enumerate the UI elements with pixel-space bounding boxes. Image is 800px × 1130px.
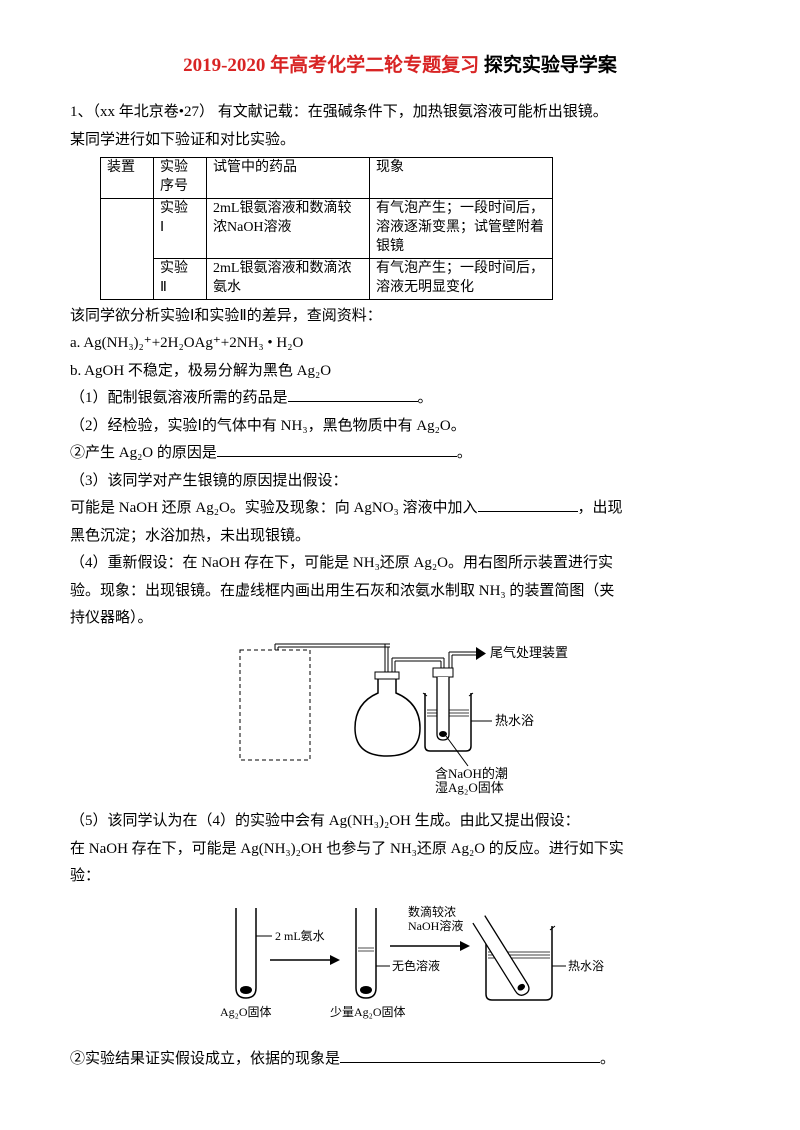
cell-r1-reagent: 2mL银氨溶液和数滴较浓NaOH溶液 — [207, 199, 370, 259]
q1-blank — [288, 386, 418, 402]
q1-text: （1）配制银氨溶液所需的药品是 — [70, 390, 288, 406]
fig2-solid2: 少量Ag₂O固体 — [330, 1005, 406, 1019]
figure-1-svg: 尾气处理装置 热水浴 含NaOH的潮 湿Ag₂O固体 — [220, 638, 580, 798]
figure-1: 尾气处理装置 热水浴 含NaOH的潮 湿Ag₂O固体 — [70, 638, 730, 808]
q1-end: 。 — [418, 390, 433, 406]
q2b-end: 。 — [457, 445, 472, 461]
fig2-colorless: 无色溶液 — [392, 958, 440, 973]
fig1-gas-label: 尾气处理装置 — [490, 645, 568, 660]
fig1-solid-l2: 湿Ag₂O固体 — [435, 780, 504, 795]
th-phenom: 现象 — [370, 158, 553, 199]
intro-line-1: 1、（xx 年北京卷•27） 有文献记载：在强碱条件下，加热银氨溶液可能析出银镜… — [70, 100, 730, 126]
cell-r2-phenom: 有气泡产生；一段时间后，溶液无明显变化 — [370, 258, 553, 299]
q3b-pre: 可能是 NaOH 还原 Ag₂O。实验及现象：向 AgNO₃ 溶液中加入 — [70, 500, 478, 516]
figure-2-svg: 2 mL氨水 Ag₂O固体 无色溶液 少量Ag₂O固体 数滴较浓 NaOH溶液 … — [190, 896, 610, 1036]
question-3b: 可能是 NaOH 还原 Ag₂O。实验及现象：向 AgNO₃ 溶液中加入 ，出现 — [70, 496, 730, 522]
th-reagent: 试管中的药品 — [207, 158, 370, 199]
q6-blank — [340, 1047, 600, 1063]
apparatus-cell — [101, 199, 154, 299]
question-6: ②实验结果证实假设成立，依据的现象是 。 — [70, 1047, 730, 1073]
fig1-hotbath-label: 热水浴 — [495, 713, 534, 728]
cell-r2-seq: 实验 Ⅱ — [154, 258, 207, 299]
question-3a: （3）该同学对产生银镜的原因提出假设： — [70, 469, 730, 495]
fig2-naoh-l2: NaOH溶液 — [408, 918, 463, 933]
cell-r2-reagent: 2mL银氨溶液和数滴浓氨水 — [207, 258, 370, 299]
question-2a: （2）经检验，实验Ⅰ的气体中有 NH₃，黑色物质中有 Ag₂O。 — [70, 414, 730, 440]
fig2-hotbath: 热水浴 — [568, 959, 604, 973]
ref-a: a. Ag(NH₃)₂⁺+2H₂OAg⁺+2NH₃ • H₂O — [70, 331, 730, 357]
question-5c: 验： — [70, 864, 730, 890]
intro-line-2: 某同学进行如下验证和对比实验。 — [70, 128, 730, 154]
q6-end: 。 — [600, 1051, 615, 1067]
q2b-blank — [217, 441, 457, 457]
q3b-end: ，出现 — [578, 500, 623, 516]
th-apparatus: 装置 — [101, 158, 154, 199]
question-4b: 验。现象：出现银镜。在虚线框内画出用生石灰和浓氨水制取 NH₃ 的装置简图（夹 — [70, 579, 730, 605]
figure-2: 2 mL氨水 Ag₂O固体 无色溶液 少量Ag₂O固体 数滴较浓 NaOH溶液 … — [70, 896, 730, 1046]
page-title: 2019-2020 年高考化学二轮专题复习 探究实验导学案 — [70, 50, 730, 82]
ref-b: b. AgOH 不稳定，极易分解为黑色 Ag₂O — [70, 359, 730, 385]
experiment-table: 装置 实验 序号 试管中的药品 现象 实验 Ⅰ 2mL银氨溶液和数滴较浓NaOH… — [100, 157, 553, 299]
title-black: 探究实验导学案 — [479, 55, 617, 76]
question-5a: （5）该同学认为在（4）的实验中会有 Ag(NH₃)₂OH 生成。由此又提出假设… — [70, 809, 730, 835]
question-1: （1）配制银氨溶液所需的药品是 。 — [70, 386, 730, 412]
question-2b: ②产生 Ag₂O 的原因是 。 — [70, 441, 730, 467]
fig1-solid-l1: 含NaOH的潮 — [435, 766, 508, 781]
cell-r1-phenom: 有气泡产生；一段时间后，溶液逐渐变黑；试管壁附着银镜 — [370, 199, 553, 259]
question-3c: 黑色沉淀；水浴加热，未出现银镜。 — [70, 524, 730, 550]
cell-r1-seq: 实验 Ⅰ — [154, 199, 207, 259]
title-red: 2019-2020 年高考化学二轮专题复习 — [183, 55, 479, 76]
fig2-naoh-l1: 数滴较浓 — [408, 904, 456, 919]
question-4a: （4）重新假设：在 NaOH 存在下，可能是 NH₃还原 Ag₂O。用右图所示装… — [70, 551, 730, 577]
question-5b: 在 NaOH 存在下，可能是 Ag(NH₃)₂OH 也参与了 NH₃还原 Ag₂… — [70, 837, 730, 863]
th-seq: 实验 序号 — [154, 158, 207, 199]
question-4c: 持仪器略）。 — [70, 606, 730, 632]
ref-intro: 该同学欲分析实验Ⅰ和实验Ⅱ的差异，查阅资料： — [70, 304, 730, 330]
q2b-pre: ②产生 Ag₂O 的原因是 — [70, 445, 217, 461]
q6-pre: ②实验结果证实假设成立，依据的现象是 — [70, 1051, 340, 1067]
fig2-solid1: Ag₂O固体 — [220, 1005, 272, 1019]
q3b-blank — [478, 496, 578, 512]
fig2-ammonia: 2 mL氨水 — [275, 929, 325, 943]
